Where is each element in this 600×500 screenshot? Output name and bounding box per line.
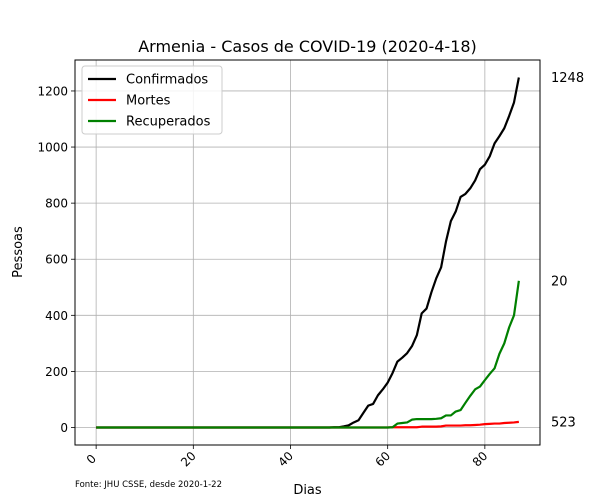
legend-label: Confirmados [126,73,208,88]
legend-label: Mortes [126,94,171,109]
legend: Confirmados Mortes Recuperados [81,65,223,135]
source-note: Fonte: JHU CSSE, desde 2020-1-22 [75,480,222,490]
plot-frame [74,59,541,446]
y-tick-label: 600 [45,253,68,267]
end-value-label: 1248 [551,71,584,86]
y-tick-label: 0 [60,421,68,435]
y-axis-label: Pessoas [11,226,26,278]
chart-title: Armenia - Casos de COVID-19 (2020-4-18) [138,37,477,56]
end-value-label: 20 [551,274,568,289]
series-line-recuperados [96,280,520,429]
y-tick-label: 400 [45,309,68,323]
grid [75,60,540,445]
legend-label: Recuperados [126,115,211,130]
legend-box [81,65,223,135]
end-value-label: 523 [551,415,576,430]
y-tick-label: 1200 [37,84,68,98]
y-tick-label: 200 [45,365,68,379]
x-axis-label: Dias [293,483,322,498]
end-value-labels: 1248 523 20 [551,71,584,430]
series-lines [96,77,520,429]
y-tick-label: 800 [45,197,68,211]
series-line-mortes [96,420,519,429]
y-tick-label: 1000 [37,141,68,155]
